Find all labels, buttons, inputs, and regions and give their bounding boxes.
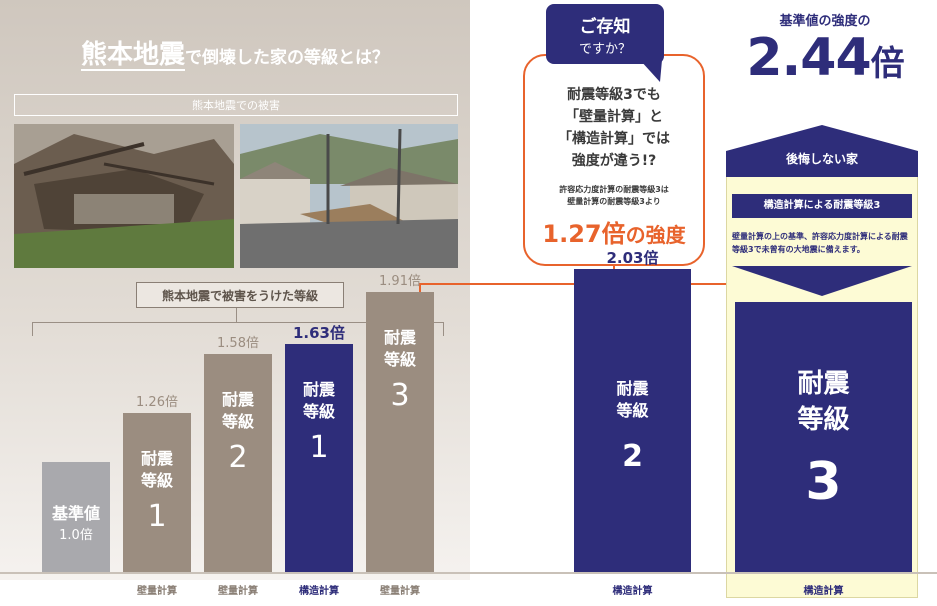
bar-value-label: 2.03倍 [606, 249, 659, 268]
bar-label-bottom: 1.0倍 [59, 528, 93, 543]
bar-method-label: 壁量計算 [218, 586, 258, 597]
bracket-line [32, 322, 444, 323]
bar-label-bottom: 等級 [221, 411, 254, 431]
bar-method-label: 壁量計算 [137, 586, 177, 597]
bar-grade: 2 [622, 439, 643, 475]
did-you-know-bubble: ご存知 ですか？ [546, 4, 664, 64]
damage-grade-label: 熊本地震で被害をうけた等級 [136, 282, 344, 308]
chart-baseline [0, 572, 937, 574]
callout-box: 耐震等級3でも 「壁量計算」と 「構造計算」では 強度が違う!? 許容応力度計算… [523, 54, 705, 266]
bar-value-label: 1.26倍 [136, 395, 178, 411]
callout-line-1: 耐震等級3でも [567, 87, 661, 103]
bar-grade: 1 [309, 430, 329, 466]
bar-grade: 2 [228, 439, 248, 475]
bar-5: 耐震 等級 3 [366, 291, 434, 572]
bar-1: 基準値 1.0倍 [42, 462, 110, 572]
bar-2: 耐震 等級 1 [123, 413, 191, 572]
bar-method-label: 壁量計算 [380, 586, 420, 597]
bar-method-label: 構造計算 [612, 586, 653, 597]
standard-value: 2.44倍 [715, 28, 935, 88]
house-description: 壁量計算の上の基準、許容応力度計算による耐震等級3で未曾有の大地震に備えます。 [732, 232, 908, 254]
bar-label-bottom: 等級 [383, 349, 416, 369]
bar-value-label: 1.58倍 [217, 335, 259, 351]
callout-text: 耐震等級3でも 「壁量計算」と 「構造計算」では 強度が違う!? [525, 84, 703, 172]
bar-grade: 3 [390, 377, 410, 413]
bar-label-top: 耐震 [302, 380, 335, 400]
bar-label-bottom: 等級 [797, 405, 850, 435]
standard-value-number: 2.44 [746, 28, 871, 88]
callout-ratio: 1.27倍の強度 [525, 214, 703, 249]
bar-label-bottom: 等級 [140, 471, 173, 491]
house-down-arrow [732, 266, 912, 296]
bar-grade: 1 [147, 499, 167, 535]
callout-line-4: 強度が違う!? [571, 153, 657, 169]
callout-ratio-value: 1.27倍 [542, 220, 626, 248]
callout-note-1: 許容応力度計算の耐震等級3は [559, 185, 669, 194]
house-title: 構造計算による耐震等級3 [732, 194, 912, 218]
bar-label-top: 耐震 [383, 327, 416, 347]
house-roof-label: 後悔しない家 [785, 152, 858, 166]
bar-label-bottom: 等級 [302, 402, 335, 422]
standard-value-unit: 倍 [870, 44, 905, 84]
bracket-left [32, 322, 33, 336]
bubble-line-1: ご存知 [579, 17, 631, 37]
bubble-line-2: ですか？ [578, 42, 631, 57]
callout-line-3: 「構造計算」では [558, 131, 670, 147]
photo-caption: 熊本地震での被害 [14, 94, 458, 116]
bar-label-top: 耐震 [797, 369, 850, 399]
bar-grade: 3 [805, 452, 842, 512]
bar-method-label: 構造計算 [299, 586, 339, 597]
bar-4: 耐震 等級 1 [285, 344, 353, 572]
damage-photo-2 [240, 124, 458, 268]
bar-label-top: 基準値 [51, 504, 100, 523]
bar-6: 耐震 等級 2 [574, 269, 691, 572]
bar-7: 耐震等級 3 [735, 302, 912, 572]
bar-value-label: 1.63倍 [292, 324, 345, 343]
callout-note: 許容応力度計算の耐震等級3は 壁量計算の耐震等級3より [525, 184, 703, 208]
bracket-right [443, 322, 444, 336]
bracket-stem [236, 308, 237, 322]
bar-label-top: 耐震 [140, 449, 173, 469]
callout-note-2: 壁量計算の耐震等級3より [567, 197, 661, 206]
bubble-tail [640, 60, 662, 82]
damage-photo-1 [14, 124, 234, 268]
bar-value-label: 1.91倍 [379, 273, 421, 289]
callout-ratio-suffix: の強度 [625, 223, 686, 247]
house-roof [726, 125, 918, 177]
bar-label-bottom: 等級 [616, 401, 649, 421]
callout-line-2: 「壁量計算」と [565, 109, 663, 125]
bar-label-top: 耐震 [616, 379, 649, 399]
standard-label: 基準値の強度の [779, 14, 871, 29]
bar-method-label: 構造計算 [803, 586, 844, 597]
bar-label-top: 耐震 [221, 389, 254, 409]
title-highlight: 熊本地震 [80, 40, 185, 70]
bar-3: 耐震 等級 2 [204, 353, 272, 572]
title-rest: で倒壊した家の等級とは？ [185, 48, 389, 68]
page-title: 熊本地震で倒壊した家の等級とは？ [20, 34, 450, 71]
